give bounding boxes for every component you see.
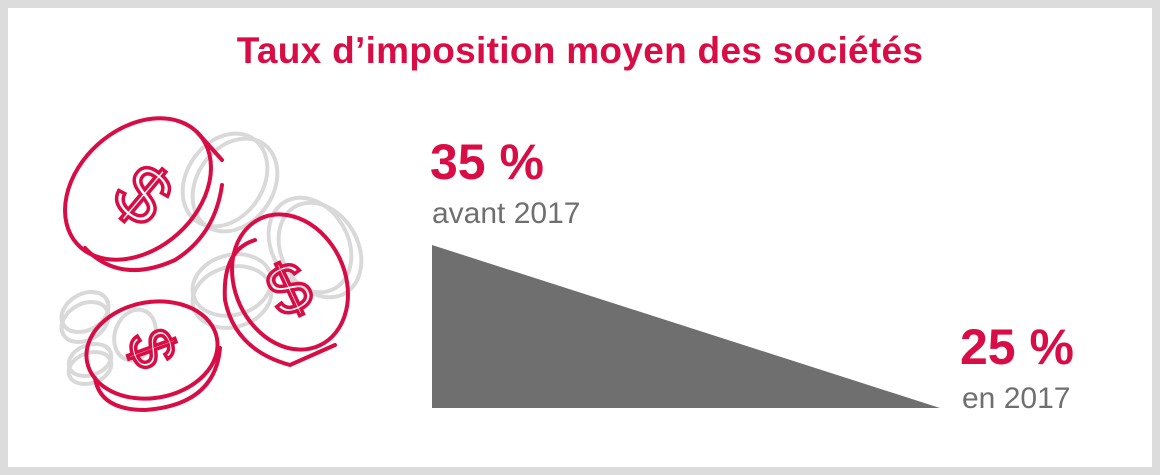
after-rate: 25 % [960, 319, 1074, 375]
after-label: en 2017 [962, 382, 1071, 415]
svg-text:$: $ [98, 146, 189, 243]
rate-decline-wedge [432, 245, 940, 408]
before-label: avant 2017 [432, 197, 581, 230]
before-rate: 35 % [430, 134, 544, 190]
svg-text:$: $ [113, 321, 190, 377]
svg-text:$: $ [255, 245, 323, 332]
page-title: Taux d’imposition moyen des sociétés [236, 30, 924, 71]
